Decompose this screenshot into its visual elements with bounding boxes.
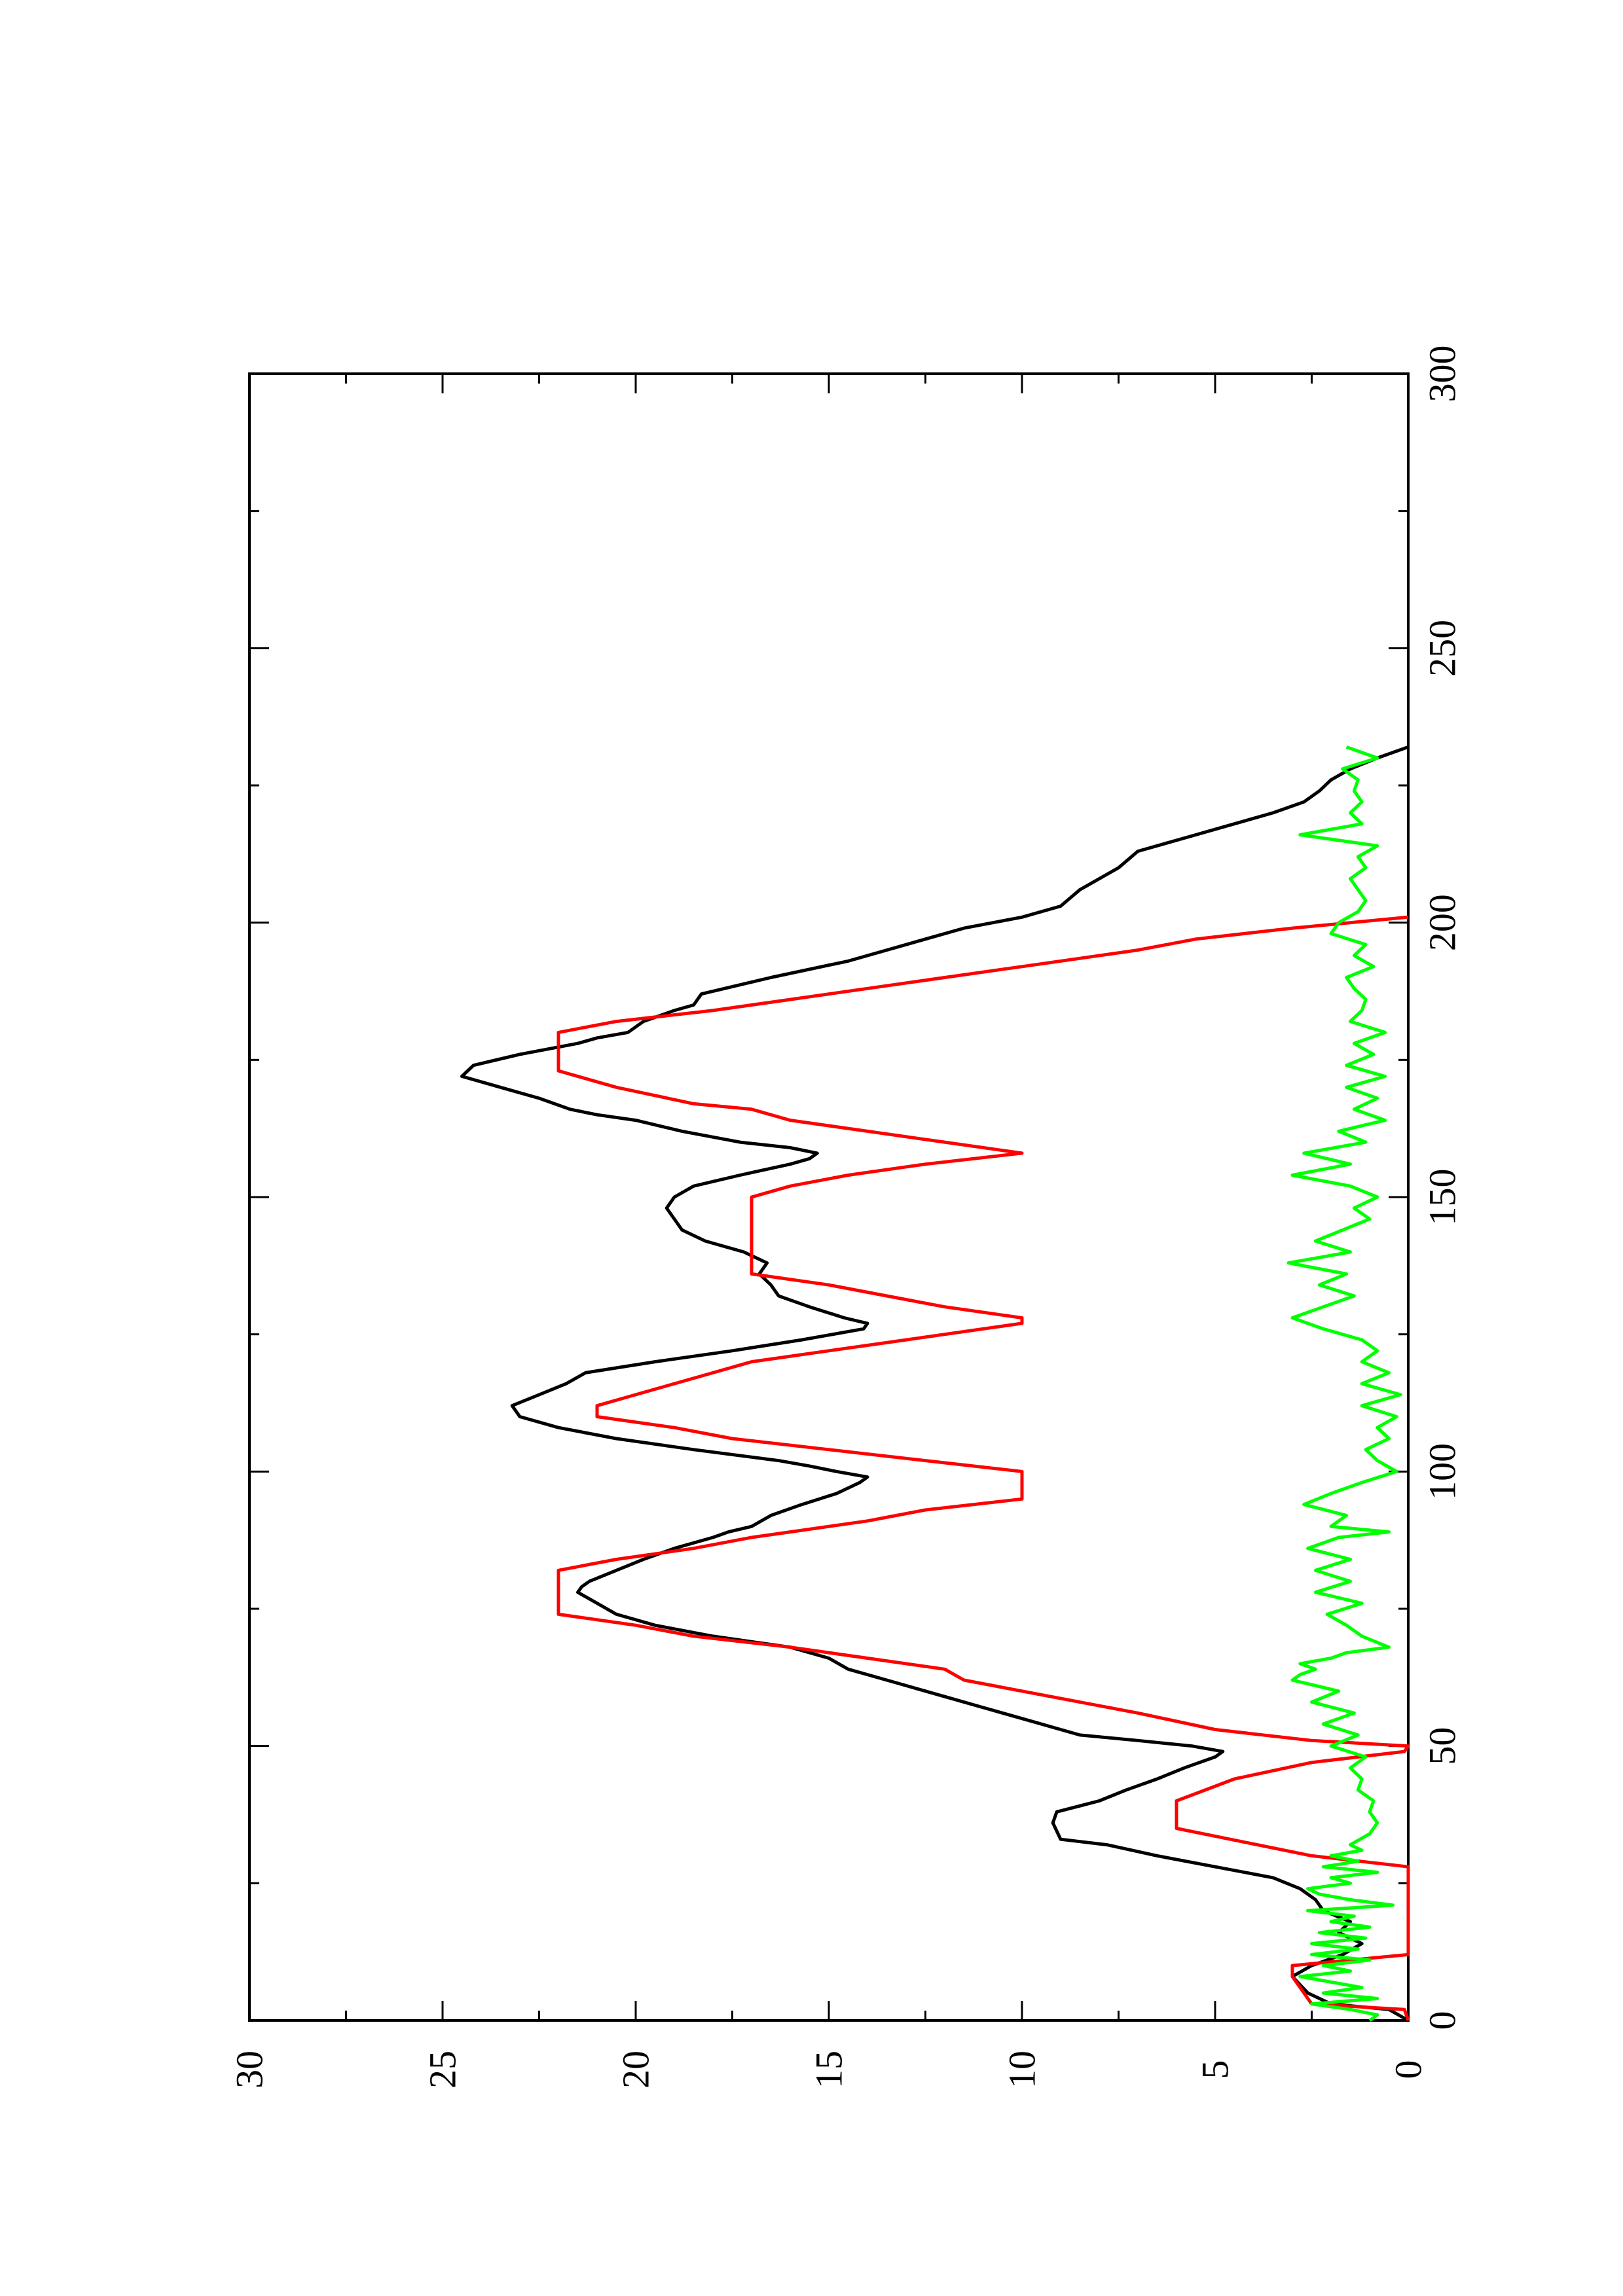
x-tick-label: 300 [1421,346,1464,403]
x-tick-label: 250 [1421,620,1464,677]
plot-frame [248,372,1410,2022]
y-tick-label: 30 [228,2051,271,2089]
y-tick-label: 25 [422,2051,464,2089]
series-layer [460,745,1410,2022]
x-tick-label: 150 [1421,1169,1464,1226]
axis-ticks [248,372,1410,2022]
series-line-1 [460,745,1410,2022]
series-line-2 [556,915,1410,2021]
x-tick-label: 100 [1421,1443,1464,1500]
y-tick-label: 15 [808,2051,850,2089]
series-line-3 [1286,745,1402,2022]
x-tick-label: 200 [1421,894,1464,951]
y-tick-label: 5 [1194,2060,1237,2079]
x-tick-label: 0 [1421,2011,1464,2030]
y-tick-label: 20 [615,2051,657,2089]
y-tick-label: 0 [1387,2060,1430,2079]
y-tick-label: 10 [1001,2051,1044,2089]
x-tick-label: 50 [1421,1727,1464,1765]
axis-tick-labels: 0 50 100 150 200 250 300 0 5 10 15 20 25 30 [228,346,1464,2089]
